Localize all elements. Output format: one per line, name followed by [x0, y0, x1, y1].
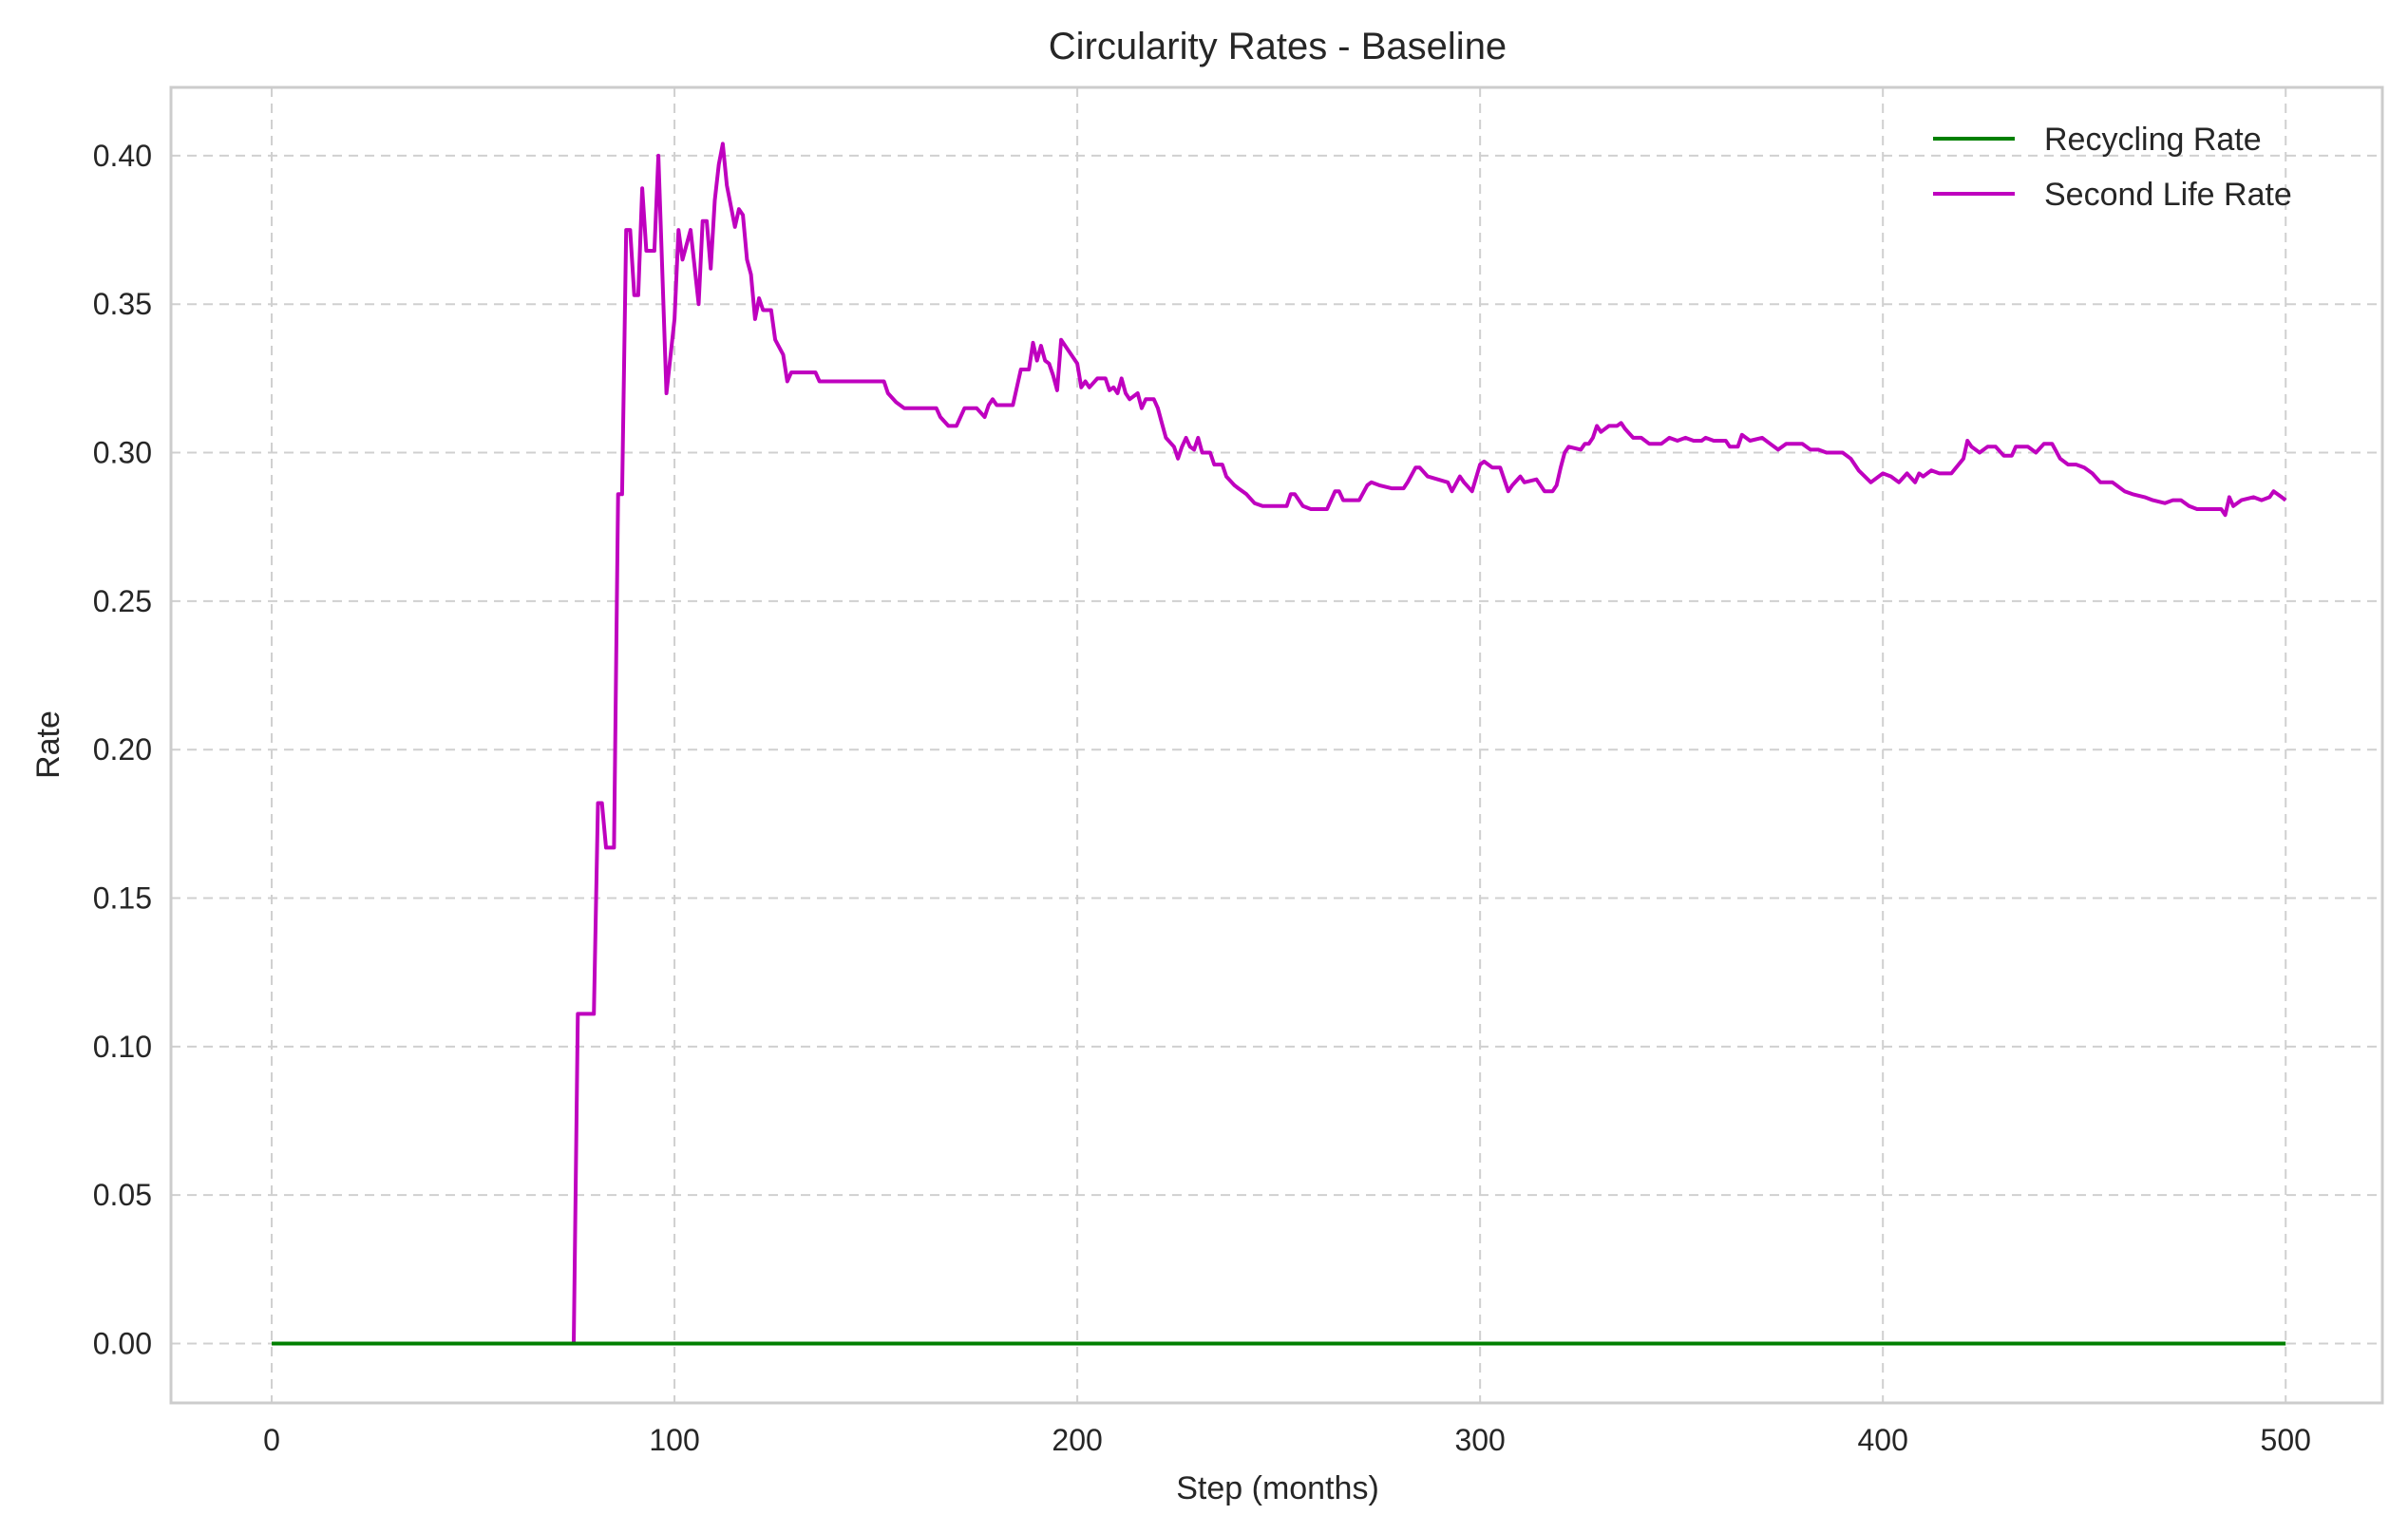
- x-tick-label: 400: [1857, 1423, 1907, 1457]
- x-tick-label: 500: [2261, 1423, 2311, 1457]
- y-axis-label: Rate: [30, 710, 66, 779]
- y-tick-label: 0.25: [93, 584, 152, 618]
- y-tick-label: 0.10: [93, 1030, 152, 1064]
- y-tick-label: 0.05: [93, 1178, 152, 1212]
- plot-frame: [169, 85, 2384, 1405]
- y-tick-label: 0.15: [93, 881, 152, 916]
- x-tick-label: 100: [649, 1423, 699, 1457]
- legend-label: Recycling Rate: [2044, 122, 2262, 158]
- y-tick-label: 0.00: [93, 1326, 152, 1360]
- y-tick-label: 0.40: [93, 139, 152, 173]
- x-tick-label: 200: [1052, 1423, 1102, 1457]
- legend: Recycling Rate Second Life Rate: [1933, 122, 2292, 213]
- x-axis-label: Step (months): [1176, 1470, 1379, 1506]
- second-life-rate-line: [272, 142, 2287, 1346]
- grid-layer: [171, 87, 2382, 1403]
- legend-label: Second Life Rate: [2044, 177, 2292, 213]
- y-tick-label: 0.20: [93, 732, 152, 767]
- series-layer: [272, 142, 2287, 1346]
- tick-layer: 0 100 200 300 400 500 0.00 0.05 0.10 0.15 0.20 0.25…: [93, 139, 2311, 1457]
- y-tick-label: 0.35: [93, 287, 152, 321]
- y-tick-label: 0.30: [93, 436, 152, 470]
- x-tick-label: 0: [263, 1423, 280, 1457]
- x-tick-label: 300: [1454, 1423, 1505, 1457]
- chart-title: Circularity Rates - Baseline: [1049, 26, 1507, 67]
